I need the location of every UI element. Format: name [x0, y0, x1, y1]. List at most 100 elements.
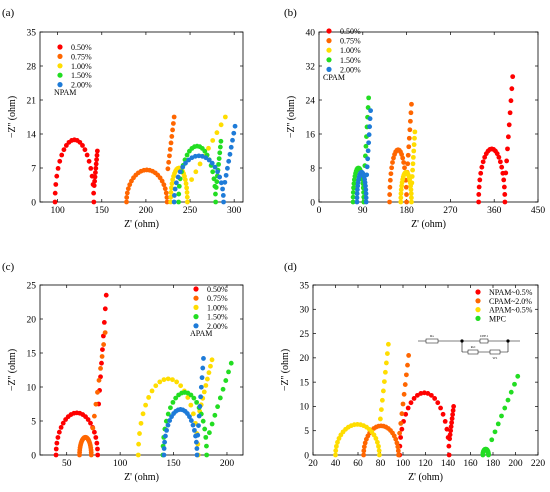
data-point: [405, 152, 411, 158]
data-point: [165, 166, 171, 172]
data-point: [506, 122, 512, 128]
data-point: [333, 448, 339, 454]
data-point: [92, 178, 98, 184]
series-3: [333, 341, 391, 458]
data-point: [146, 395, 152, 400]
data-point: [438, 405, 443, 411]
data-point: [163, 190, 169, 196]
data-point: [192, 427, 197, 433]
series-1: [476, 74, 516, 205]
panel-label: (a): [2, 7, 15, 19]
data-point: [218, 138, 224, 144]
data-point: [368, 108, 373, 114]
data-point: [450, 408, 456, 413]
data-point: [361, 448, 367, 454]
data-point: [102, 330, 108, 335]
y-tick-label: 28: [27, 62, 37, 72]
data-point: [446, 443, 452, 449]
x-tick-label: 270: [443, 206, 458, 216]
legend-label: APAM~0.5%: [489, 306, 533, 315]
plot-frame: [318, 31, 539, 203]
data-point: [476, 192, 482, 197]
data-point: [398, 435, 404, 440]
legend-label: NPAM~0.5%: [489, 288, 533, 297]
panel-d: (d) 20 40 60 80 100 120 140 160 180 200 220 0 5 10 15 20…: [280, 261, 545, 483]
resistor-rs: [425, 338, 439, 344]
data-point: [377, 416, 383, 422]
x-tick-label: 50: [62, 459, 72, 469]
data-point: [214, 130, 220, 136]
y-axis-label: −Z'' (ohm): [286, 96, 297, 138]
data-point: [406, 353, 412, 358]
data-point: [512, 381, 517, 387]
data-point: [170, 121, 176, 126]
x-tick-label: 60: [353, 459, 363, 469]
data-point: [406, 135, 412, 141]
data-point: [166, 159, 172, 165]
data-point: [99, 354, 105, 359]
data-point: [496, 154, 502, 160]
data-point: [167, 418, 173, 423]
legend-label: CPAM~2.0%: [489, 297, 532, 306]
data-point: [409, 180, 415, 186]
data-point: [183, 160, 188, 166]
y-tick-label: 10: [27, 383, 37, 393]
x-tick-label: 200: [139, 206, 154, 216]
data-point: [220, 193, 226, 198]
data-point: [149, 388, 155, 394]
data-point: [162, 439, 168, 445]
data-point: [191, 395, 197, 401]
data-point: [378, 407, 384, 413]
data-point: [168, 140, 174, 146]
data-point: [376, 452, 382, 458]
data-point: [210, 138, 216, 143]
plot-frame: [39, 31, 244, 203]
data-point: [216, 156, 222, 162]
data-point: [447, 432, 453, 438]
data-point: [60, 420, 66, 426]
legend-label: 1.00%: [340, 46, 361, 55]
data-point: [489, 437, 495, 443]
x-axis-label: Z' (ohm): [124, 219, 159, 230]
data-point: [198, 384, 204, 390]
legend-label: 0.75%: [71, 52, 92, 61]
data-point: [411, 142, 417, 148]
data-point: [190, 411, 196, 417]
y-tick-label: 16: [306, 130, 316, 140]
data-point: [99, 360, 104, 366]
data-point: [193, 439, 199, 445]
data-point: [194, 446, 200, 451]
x-tick-label: 180: [399, 206, 414, 216]
data-point: [508, 389, 514, 395]
data-point: [140, 411, 146, 417]
data-point: [398, 199, 404, 205]
data-point: [180, 164, 186, 170]
data-point: [387, 199, 392, 205]
data-point: [404, 192, 409, 197]
data-point: [220, 186, 225, 192]
data-point: [91, 199, 97, 205]
data-point: [55, 435, 61, 440]
data-point: [214, 179, 220, 185]
x-axis-label: Z' (ohm): [124, 472, 159, 483]
y-tick-label: 40: [306, 28, 316, 38]
data-point: [161, 446, 167, 451]
data-point: [91, 190, 97, 196]
data-point: [364, 164, 370, 170]
data-point: [124, 199, 129, 205]
y-tick-label: 20: [300, 354, 310, 364]
data-point: [217, 174, 223, 180]
legend-marker: [475, 307, 481, 313]
data-point: [365, 156, 371, 162]
data-point: [404, 199, 409, 205]
data-point: [228, 360, 234, 366]
data-point: [432, 396, 438, 401]
data-point: [390, 160, 395, 165]
data-point: [379, 397, 385, 403]
data-point: [363, 187, 369, 193]
data-point: [204, 376, 210, 382]
data-point: [170, 127, 175, 133]
data-point: [510, 74, 516, 80]
legend-title: CPAM: [323, 73, 345, 82]
data-point: [396, 452, 401, 458]
